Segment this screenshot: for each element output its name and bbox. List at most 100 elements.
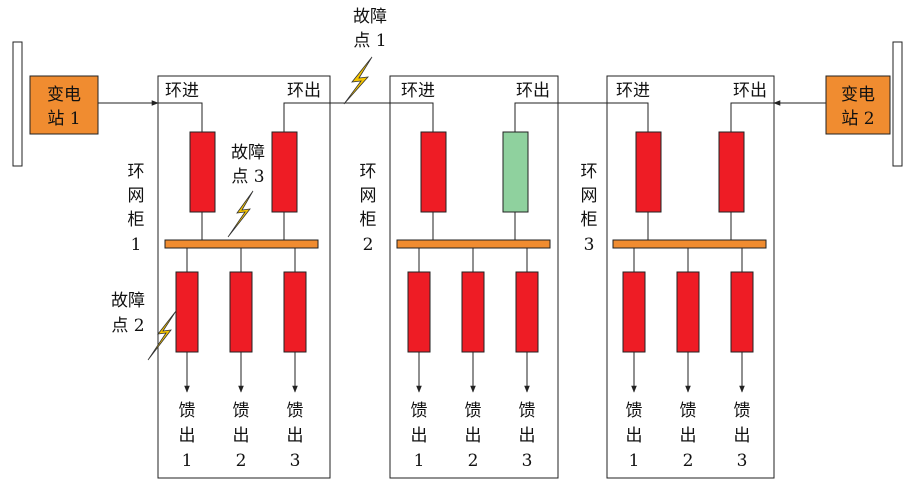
cabinet-1-ring-in-label: 环进 [165,81,199,101]
cabinet-1: 环进 环出 环 网 柜 1 馈 出 1 馈 出 2 [128,75,331,479]
cabinet-1-in-wire [158,102,203,132]
substation-1: 变电 站 1 [12,41,159,167]
feeder-breaker [461,271,485,353]
cabinet-3-ring-out-label: 环出 [733,81,767,101]
cabinet-2-frame [389,75,559,479]
cabinet-3-feeder-2: 馈 出 2 [676,248,700,471]
cabinet-3-ring-in-label: 环进 [616,81,650,101]
cabinet-2-name-char-2: 网 [360,186,377,206]
feeder-breaker [676,271,700,353]
substation-2: 变电 站 2 [773,41,903,167]
feeder-label-num: 3 [522,451,533,471]
feeder-label-char-2: 出 [233,426,250,446]
feeder-label-char-2: 出 [626,426,643,446]
cabinet-1-name-char-4: 1 [131,235,142,255]
cabinet-3-feeder-1: 馈 出 1 [622,248,646,471]
fault-1-lightning-icon [343,56,373,105]
cabinet-1-feeder-3: 馈 出 3 [283,248,307,471]
feeder-label-char-2: 出 [179,426,196,446]
cabinet-2-ring-out-label: 环出 [516,81,550,101]
feeder-breaker [283,271,307,353]
cabinet-2-ring-in-breaker [420,131,447,213]
feeder-label-char-1: 馈 [465,401,482,421]
fault-3-label-line1: 故障 [231,143,265,163]
feeder-label-char-1: 馈 [233,401,250,421]
cabinet-3-name-char-2: 网 [581,186,598,206]
cabinet-2-in-wire [390,102,434,132]
fault-point-1: 故障 点 1 [343,7,387,105]
feeder-label-char-2: 出 [734,426,751,446]
cabinet-1-name-char-2: 网 [128,186,145,206]
fault-2-lightning-icon [147,310,177,361]
fault-point-2: 故障 点 2 [111,291,177,361]
feeder-label-num: 1 [629,451,640,471]
cabinet-2-name-char-4: 2 [363,235,374,255]
cabinet-2-busbar [396,239,551,249]
cabinet-1-ring-in-breaker [189,131,216,213]
fault-1-label-line2: 点 1 [353,31,386,51]
feeder-label-num: 3 [290,451,301,471]
feeder-label-char-1: 馈 [519,401,536,421]
cabinet-3-name-char-3: 柜 [581,210,598,230]
substation-1-label-line2: 站 1 [47,109,80,129]
feeder-breaker [730,271,754,353]
cabinet-3-ring-in-breaker [635,131,662,213]
feeder-label-char-2: 出 [519,426,536,446]
feeder-label-num: 2 [683,451,694,471]
fault-1-label-line1: 故障 [353,7,387,27]
feeder-label-num: 3 [737,451,748,471]
cabinet-1-name-char-3: 柜 [128,210,145,230]
cabinet-2-name-char-3: 柜 [360,210,377,230]
fault-3-label-line2: 点 3 [231,167,264,187]
feeder-label-num: 2 [468,451,479,471]
feeder-breaker [622,271,646,353]
feeder-label-char-1: 馈 [680,401,697,421]
cabinet-2-out-wire [514,102,558,132]
cabinet-2-feeder-3: 馈 出 3 [515,248,539,471]
substation-1-box [29,75,99,135]
feeder-label-char-2: 出 [287,426,304,446]
cabinet-3-in-wire [607,102,649,132]
substation-1-wall [12,41,23,167]
feeder-label-char-2: 出 [465,426,482,446]
fault-2-label-line1: 故障 [111,291,145,311]
cabinet-1-feeder-1: 馈 出 1 [175,248,199,471]
feeder-label-char-1: 馈 [626,401,643,421]
substation-2-label-line1: 变电 [841,85,875,105]
cabinet-2-ring-out-breaker [502,131,529,213]
fault-2-label-line2: 点 2 [111,316,144,336]
cabinet-2-feeder-2: 馈 出 2 [461,248,485,471]
cabinet-3: 环进 环出 环 网 柜 3 馈 出 1 馈 出 2 [581,75,775,479]
cabinet-2: 环进 环出 环 网 柜 2 馈 出 1 馈 出 2 [360,75,559,479]
fault-3-lightning-icon [227,190,254,238]
feeder-breaker [407,271,431,353]
substation-2-box [825,75,891,135]
feeder-label-char-1: 馈 [734,401,751,421]
cabinet-3-ring-out-breaker [718,131,745,213]
cabinet-1-ring-out-breaker [271,131,298,213]
fault-point-3: 故障 点 3 [227,143,265,238]
cabinet-1-frame [157,75,331,479]
cabinet-1-busbar [164,239,319,249]
cabinet-3-busbar [612,239,767,249]
feeder-breaker [175,271,199,353]
cabinet-3-feeder-3: 馈 出 3 [730,248,754,471]
cabinet-3-frame [606,75,775,479]
feeder-label-char-1: 馈 [411,401,428,421]
cabinet-1-ring-out-label: 环出 [287,81,321,101]
cabinet-3-name-char-1: 环 [581,162,598,182]
feeder-breaker [229,271,253,353]
feeder-label-num: 1 [414,451,425,471]
substation-2-wall [892,41,903,167]
cabinet-3-out-wire [730,102,774,132]
cabinet-3-name-char-4: 3 [584,235,595,255]
cabinet-1-feeder-2: 馈 出 2 [229,248,253,471]
substation-1-label-line1: 变电 [47,85,81,105]
feeder-label-char-2: 出 [411,426,428,446]
cabinet-2-feeder-1: 馈 出 1 [407,248,431,471]
cabinet-2-name-char-1: 环 [360,162,377,182]
feeder-label-num: 1 [182,451,193,471]
cabinet-2-ring-in-label: 环进 [401,81,435,101]
feeder-label-num: 2 [236,451,247,471]
